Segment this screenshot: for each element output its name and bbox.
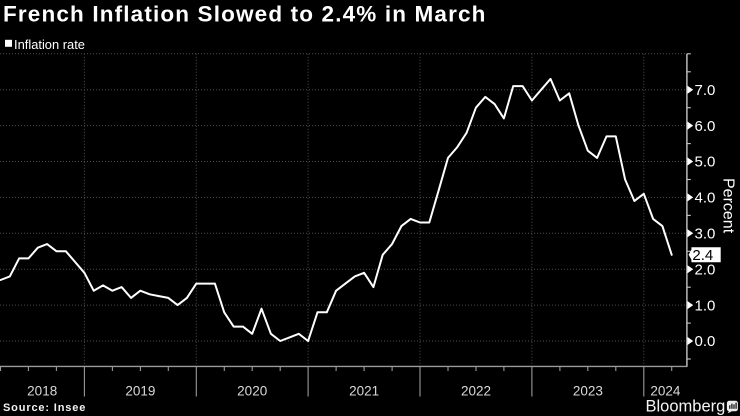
svg-text:7.0: 7.0 — [695, 82, 716, 99]
svg-text:2.4: 2.4 — [692, 247, 713, 264]
svg-text:0.0: 0.0 — [695, 333, 716, 350]
svg-text:2020: 2020 — [237, 383, 267, 398]
svg-text:Inflation rate: Inflation rate — [14, 37, 85, 52]
svg-text:2021: 2021 — [349, 383, 379, 398]
svg-text:4.0: 4.0 — [695, 190, 716, 207]
svg-text:2018: 2018 — [27, 383, 57, 398]
svg-text:2024: 2024 — [650, 383, 681, 398]
svg-text:6.0: 6.0 — [695, 118, 716, 135]
svg-text:2019: 2019 — [125, 383, 155, 398]
svg-text:Percent: Percent — [720, 178, 737, 234]
svg-text:2022: 2022 — [461, 383, 491, 398]
svg-text:Source: Insee: Source: Insee — [3, 402, 86, 414]
svg-text:2023: 2023 — [573, 383, 603, 398]
svg-text:3.0: 3.0 — [695, 226, 716, 243]
svg-text:2.0: 2.0 — [695, 261, 716, 278]
svg-text:French Inflation Slowed to 2.4: French Inflation Slowed to 2.4% in March — [3, 2, 487, 27]
svg-text:1.0: 1.0 — [695, 297, 716, 314]
svg-text:5.0: 5.0 — [695, 154, 716, 171]
svg-text:Bloomberg: Bloomberg — [646, 397, 726, 415]
